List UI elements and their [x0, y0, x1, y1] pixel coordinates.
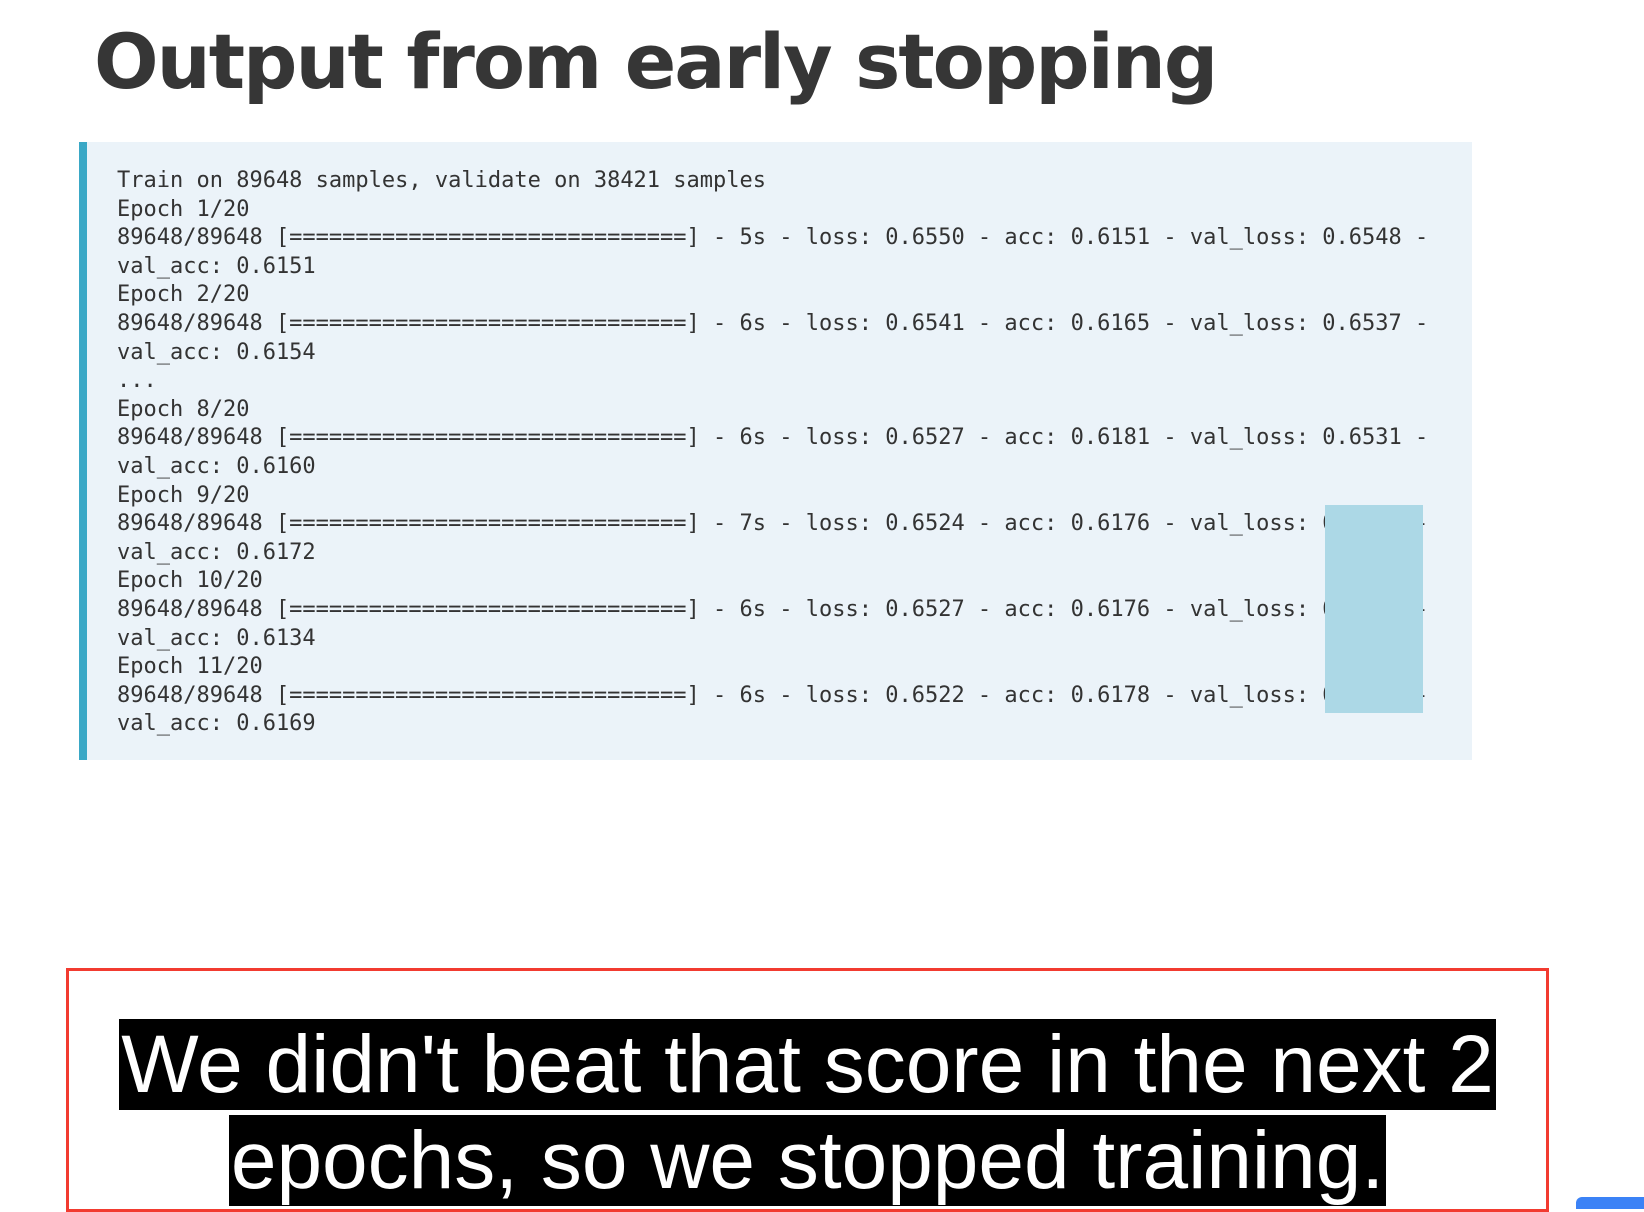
code-line: val_acc: 0.6160 — [117, 453, 316, 479]
code-line: Epoch 9/20 — [117, 482, 250, 508]
code-line: 89648/89648 [===========================… — [117, 425, 1429, 451]
code-line: Epoch 1/20 — [117, 196, 250, 222]
code-line: Epoch 8/20 — [117, 396, 250, 422]
code-line: val_acc: 0.6154 — [117, 339, 316, 365]
training-log-text: Train on 89648 samples, validate on 3842… — [117, 167, 1472, 739]
corner-tab — [1576, 1197, 1644, 1209]
val-loss-highlight-column — [1325, 505, 1423, 713]
subtitle-caption-box: We didn't beat that score in the next 2 … — [66, 968, 1549, 1212]
code-line: val_acc: 0.6151 — [117, 253, 316, 279]
code-line: Train on 89648 samples, validate on 3842… — [117, 168, 767, 193]
code-line: val_acc: 0.6172 — [117, 539, 316, 565]
code-line: 89648/89648 [===========================… — [117, 511, 1429, 537]
code-line: Epoch 11/20 — [117, 654, 263, 680]
code-line: 89648/89648 [===========================… — [117, 682, 1429, 708]
training-log-code-block: Train on 89648 samples, validate on 3842… — [79, 142, 1472, 760]
code-line: 89648/89648 [===========================… — [117, 596, 1429, 622]
subtitle-caption-text: We didn't beat that score in the next 2 … — [119, 1019, 1496, 1206]
code-line: ... — [117, 368, 157, 394]
code-line: 89648/89648 [===========================… — [117, 310, 1429, 336]
code-line: 89648/89648 [===========================… — [117, 225, 1429, 251]
slide-title: Output from early stopping — [94, 17, 1218, 106]
code-line: val_acc: 0.6134 — [117, 625, 316, 651]
code-line: val_acc: 0.6169 — [117, 711, 316, 737]
code-line: Epoch 2/20 — [117, 282, 250, 308]
code-line: Epoch 10/20 — [117, 568, 263, 594]
